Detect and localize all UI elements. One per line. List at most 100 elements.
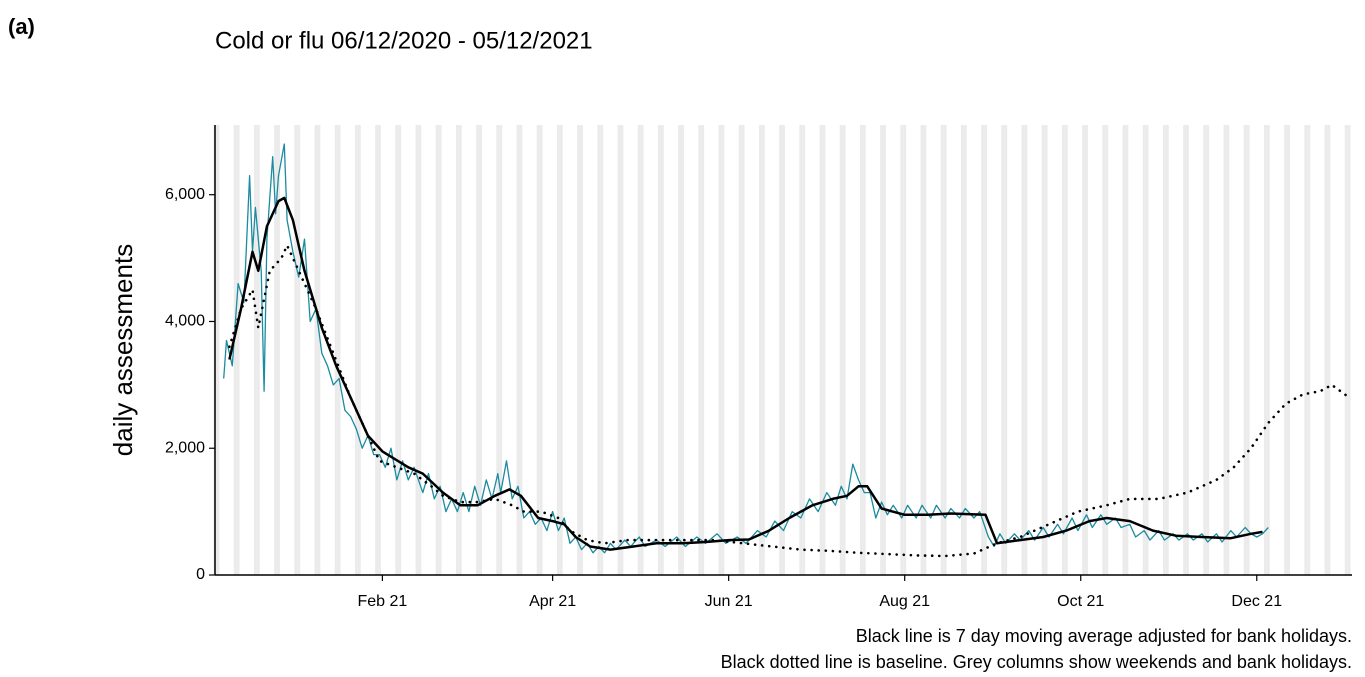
weekend-column [802,125,806,575]
weekend-column [718,125,722,575]
weekend-column [354,125,358,575]
weekend-column [1125,125,1129,575]
weekend-column [577,125,581,575]
weekend-column [519,125,523,575]
weekend-column [216,125,220,575]
y-tick-label: 2,000 [165,439,205,456]
weekend-column [556,125,560,575]
weekend-column [859,125,863,575]
weekend-column [294,125,298,575]
weekend-column [337,125,341,575]
weekend-column [1001,125,1005,575]
weekend-column [620,125,624,575]
weekend-column [839,125,843,575]
weekend-column [398,125,402,575]
weekend-column [1085,125,1088,575]
weekend-column [640,125,644,575]
x-tick-label: Aug 21 [879,593,930,610]
weekend-column [1061,125,1065,575]
series-line [228,196,1263,551]
x-tick-label: Dec 21 [1231,593,1282,610]
weekend-column [455,125,459,575]
weekend-column [963,125,967,575]
weekend-column [516,125,520,575]
weekend-column [883,125,886,575]
weekend-column [1327,125,1331,575]
panel-label: (a) [8,14,35,39]
weekend-column [1162,125,1166,575]
weekend-column [274,125,278,575]
weekend-column [862,125,866,575]
weekend-column [297,125,301,575]
weekend-column [1044,125,1048,575]
x-tick-label: Oct 21 [1057,593,1104,610]
weekend-column [940,125,944,575]
weekend-column [701,125,705,575]
weekend-column [779,125,783,575]
weekend-column [435,125,439,575]
weekend-column [1287,125,1290,575]
weekend-column [1206,125,1210,575]
y-tick-label: 6,000 [165,186,205,203]
weekend-column [698,125,702,575]
weekend-column [415,125,419,575]
weekend-column [617,125,621,575]
weekend-column [721,125,725,575]
weekend-column [758,125,762,575]
weekend-column [1324,125,1328,575]
weekend-column [1021,125,1025,575]
weekend-column [458,125,462,575]
weekend-column [1304,125,1308,575]
weekend-column [496,125,500,575]
note: Black line is 7 day moving average adjus… [856,626,1352,646]
weekend-column [903,125,907,575]
weekend-column [1284,125,1288,575]
weekend-column [1246,125,1250,575]
weekend-column [1243,125,1247,575]
weekend-column [1041,125,1045,575]
weekend-column [233,125,237,575]
weekend-column [499,125,503,575]
weekend-column [920,125,924,575]
weekend-column [984,125,987,575]
weekend-column [822,125,826,575]
weekend-column [738,125,742,575]
weekend-column [256,125,260,575]
weekend-column [1203,125,1207,575]
weekend-column [395,125,399,575]
chart-title: Cold or flu 06/12/2020 - 05/12/2021 [215,27,593,54]
weekend-column [253,125,257,575]
weekend-column [334,125,338,575]
weekend-column [981,125,985,575]
weekend-column [1004,125,1008,575]
x-tick-label: Jun 21 [705,593,753,610]
y-axis-label: daily assessments [108,244,138,456]
weekend-column [317,125,321,575]
weekend-column [1142,125,1146,575]
weekend-column [476,125,480,575]
note: Black dotted line is baseline. Grey colu… [721,652,1352,672]
weekend-column [1347,125,1351,575]
weekend-column [681,125,684,575]
weekend-column [539,125,543,575]
weekend-column [378,125,381,575]
weekend-column [1082,125,1086,575]
weekend-column [1266,125,1270,575]
weekend-column [880,125,884,575]
weekend-column [1186,125,1189,575]
weekend-column [418,125,422,575]
weekend-column [357,125,361,575]
weekend-column [782,125,785,575]
x-tick-label: Feb 21 [357,593,407,610]
weekend-column [536,125,540,575]
weekend-column [637,125,641,575]
weekend-column [900,125,904,575]
weekend-column [597,125,601,575]
weekend-column [1223,125,1227,575]
weekend-column [819,125,823,575]
weekend-column [1102,125,1106,575]
weekend-column [314,125,318,575]
y-tick-label: 4,000 [165,313,205,330]
weekend-column [375,125,379,575]
